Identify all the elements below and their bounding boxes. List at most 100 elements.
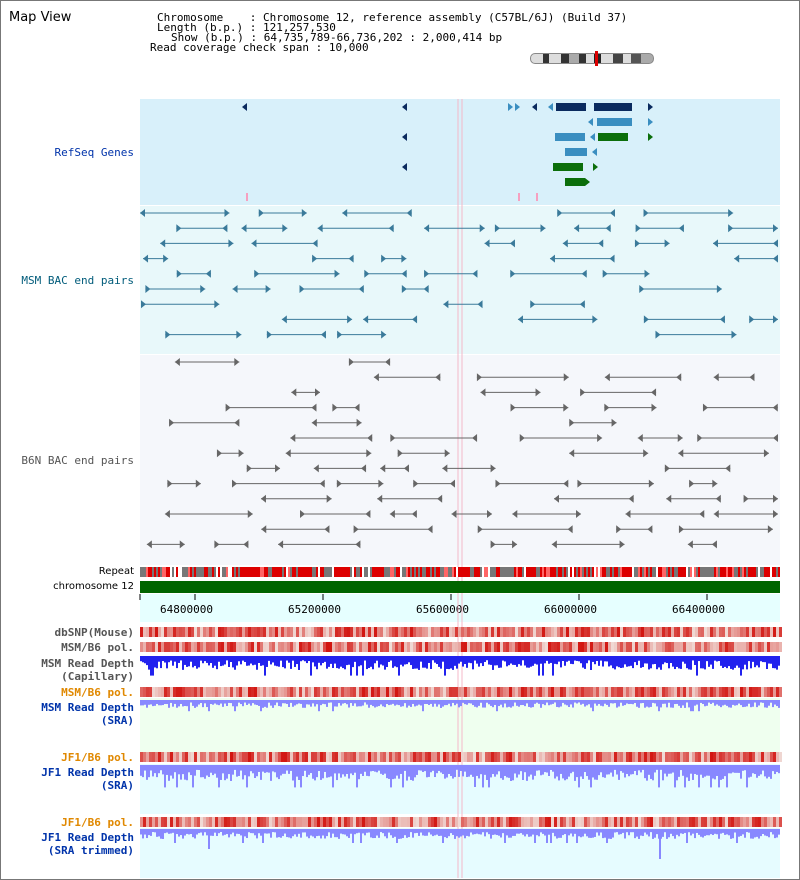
read-depth-bar: [468, 700, 470, 704]
repeat-element: [396, 567, 398, 577]
read-depth-bar: [654, 765, 656, 773]
repeat-element: [696, 567, 698, 577]
read-depth-bar: [228, 765, 230, 775]
read-depth-bar: [416, 700, 418, 706]
read-depth-bar: [746, 700, 748, 707]
read-depth-bar: [266, 700, 268, 708]
polymorphism-cell: [551, 752, 554, 762]
polymorphism-cell: [416, 687, 419, 697]
track-label-refseq[interactable]: RefSeq Genes: [54, 146, 134, 159]
read-depth-bar: [548, 656, 550, 664]
polymorphism-cell: [626, 752, 629, 762]
track-label-msm-read-depth-cap[interactable]: MSM Read Depth (Capillary): [41, 657, 134, 683]
read-depth-bar: [144, 765, 146, 771]
polymorphism-cell: [233, 687, 236, 697]
polymorphism-cell: [191, 752, 194, 762]
repeat-element: [178, 567, 180, 577]
polymorphism-cell: [302, 752, 305, 762]
polymorphism-cell: [680, 627, 683, 637]
polymorphism-cell: [224, 687, 227, 697]
track-label-jf1-read-depth-trim[interactable]: JF1 Read Depth (SRA trimmed): [41, 831, 134, 857]
polymorphism-cell: [635, 817, 638, 827]
read-depth-bar: [146, 700, 148, 708]
read-depth-bar: [450, 656, 452, 669]
polymorphism-cell: [527, 642, 530, 652]
read-depth-bar: [686, 656, 688, 669]
read-depth-bar: [776, 700, 778, 707]
b6n-bac-pair-end: [326, 494, 332, 503]
read-depth-bar: [410, 700, 412, 707]
read-depth-bar: [144, 829, 146, 835]
read-depth-bar: [312, 765, 314, 779]
polymorphism-cell: [464, 817, 467, 827]
b6n-bac-pair-end: [247, 510, 253, 518]
polymorphism-cell: [293, 627, 296, 637]
polymorphism-cell: [767, 817, 770, 827]
polymorphism-cell: [221, 642, 224, 652]
polymorphism-cell: [296, 627, 299, 637]
polymorphism-cell: [674, 817, 677, 827]
track-label-msm-b6-pol-2[interactable]: MSM/B6 pol.: [61, 686, 134, 699]
read-depth-bar: [314, 765, 316, 781]
b6n-bac-pair-end: [580, 388, 586, 397]
read-depth-bar: [644, 829, 646, 833]
polymorphism-cell: [299, 642, 302, 652]
polymorphism-cell: [608, 642, 611, 652]
repeat-element: [576, 567, 578, 577]
read-depth-bar: [540, 829, 542, 833]
track-label-msm-b6-pol-1[interactable]: MSM/B6 pol.: [61, 641, 134, 654]
repeat-element: [526, 567, 528, 577]
track-label-jf1-read-depth-sra[interactable]: JF1 Read Depth (SRA): [41, 766, 134, 792]
polymorphism-cell: [344, 642, 347, 652]
polymorphism-cell: [533, 627, 536, 637]
polymorphism-cell: [482, 752, 485, 762]
track-label-msm-read-depth-sra[interactable]: MSM Read Depth (SRA): [41, 701, 134, 727]
read-depth-bar: [396, 829, 398, 843]
track-label-msm-bac[interactable]: MSM BAC end pairs: [21, 274, 134, 287]
read-depth-bar: [632, 656, 634, 669]
repeat-element: [194, 567, 196, 577]
read-depth-bar: [534, 656, 536, 664]
polymorphism-cell: [182, 687, 185, 697]
read-depth-bar: [544, 765, 546, 773]
repeat-element: [184, 567, 186, 577]
polymorphism-cell: [644, 817, 647, 827]
polymorphism-cell: [149, 817, 152, 827]
polymorphism-cell: [662, 642, 665, 652]
repeat-element: [600, 567, 602, 577]
track-label-dbsnp[interactable]: dbSNP(Mouse): [54, 626, 134, 639]
polymorphism-cell: [758, 817, 761, 827]
read-depth-bar: [194, 656, 196, 666]
polymorphism-cell: [242, 627, 245, 637]
polymorphism-cell: [728, 627, 731, 637]
track-label-b6n-bac[interactable]: B6N BAC end pairs: [21, 454, 134, 467]
read-depth-bar: [742, 656, 744, 670]
track-label-jf1-b6-pol-2[interactable]: JF1/B6 pol.: [61, 816, 134, 829]
read-depth-bar: [480, 765, 482, 775]
read-depth-bar: [410, 829, 412, 833]
polymorphism-cell: [167, 642, 170, 652]
msm-bac-pair-end: [320, 330, 326, 339]
polymorphism-cell: [377, 752, 380, 762]
polymorphism-cell: [308, 627, 311, 637]
b6n-bac-pair-end: [651, 403, 657, 412]
msm-bac-pair-end: [716, 285, 722, 293]
read-depth-bar: [580, 656, 582, 664]
chromosome-ideogram[interactable]: [530, 51, 654, 66]
polymorphism-cell: [464, 752, 467, 762]
polymorphism-cell: [611, 687, 614, 697]
polymorphism-cell: [368, 752, 371, 762]
read-depth-bar: [730, 765, 732, 774]
read-depth-bar: [178, 700, 180, 707]
polymorphism-cell: [503, 627, 506, 637]
polymorphism-cell: [779, 627, 782, 637]
b6n-bac-pair-end: [313, 464, 319, 473]
track-label-jf1-b6-pol-1[interactable]: JF1/B6 pol.: [61, 751, 134, 764]
polymorphism-cell: [473, 752, 476, 762]
polymorphism-cell: [572, 752, 575, 762]
polymorphism-cell: [188, 817, 191, 827]
polymorphism-cell: [779, 687, 782, 697]
read-depth-bar: [448, 656, 450, 670]
repeat-element: [478, 567, 480, 577]
